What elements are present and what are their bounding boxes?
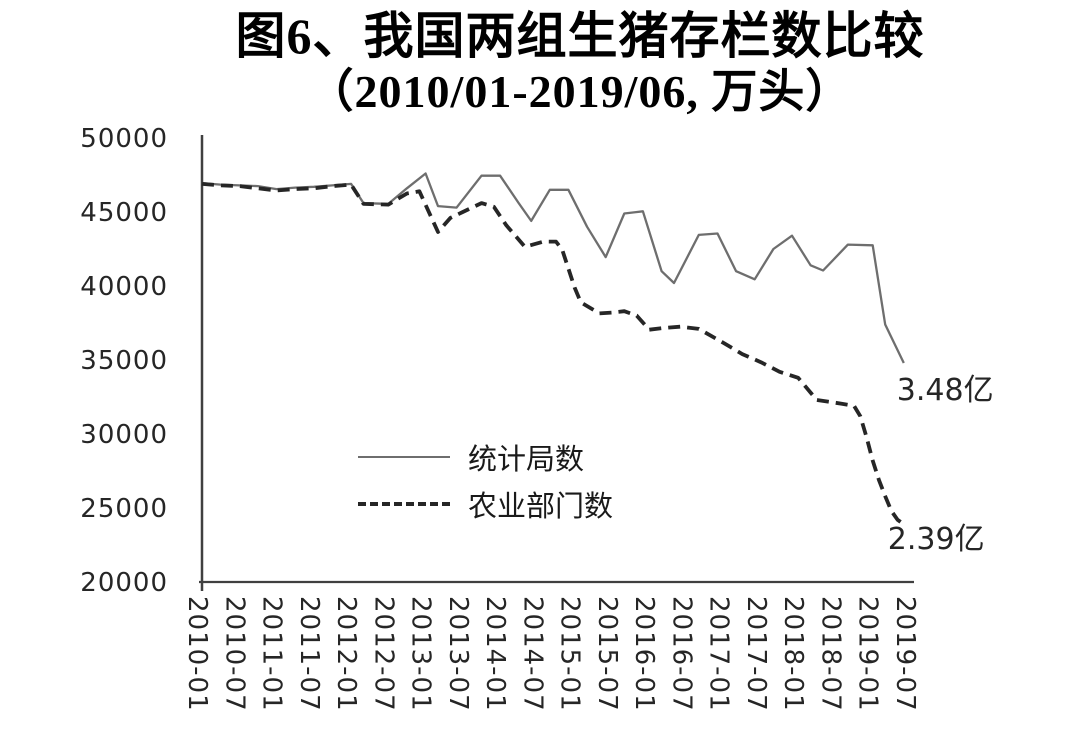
- x-axis-tick-label: 2014-07: [517, 596, 547, 712]
- y-axis-tick-label: 50000: [80, 124, 168, 154]
- x-axis-tick-label: 2015-07: [592, 596, 622, 712]
- y-axis-tick-label: 20000: [80, 568, 168, 598]
- legend-label-agriculture-dept: 农业部门数: [468, 490, 614, 523]
- x-axis-tick-label: 2010-01: [182, 596, 212, 712]
- x-axis-tick-label: 2019-01: [853, 596, 883, 712]
- chart-title-line1: 图6、我国两组生猪存栏数比较: [235, 8, 925, 64]
- y-axis-tick-label: 25000: [80, 494, 168, 524]
- x-axis-tick-label: 2010-07: [219, 596, 249, 712]
- legend-item-statistics-bureau: 统计局数: [358, 433, 613, 480]
- y-axis-tick-label: 40000: [80, 272, 168, 302]
- x-axis-tick-label: 2017-01: [704, 596, 734, 712]
- annotation-statistics-value: 3.48亿: [896, 372, 994, 408]
- annotation-agriculture-value: 2.39亿: [887, 522, 985, 558]
- x-axis-tick-label: 2014-01: [480, 596, 510, 712]
- x-axis-tick-label: 2018-07: [815, 596, 845, 712]
- legend-line-solid-sample: [358, 455, 450, 458]
- x-axis-tick-label: 2011-07: [294, 596, 324, 712]
- chart-title-line2: （2010/01-2019/06, 万头）: [307, 66, 853, 117]
- y-axis-tick-label: 35000: [80, 346, 168, 376]
- x-axis-tick-label: 2012-01: [331, 596, 361, 712]
- x-axis-tick-label: 2011-01: [257, 596, 287, 712]
- x-axis-tick-label: 2012-07: [368, 596, 398, 712]
- legend-label-statistics-bureau: 统计局数: [468, 443, 585, 476]
- x-axis-tick-label: 2019-07: [890, 596, 920, 712]
- legend: 统计局数 农业部门数: [358, 433, 613, 527]
- chart-title: 图6、我国两组生猪存栏数比较 （2010/01-2019/06, 万头）: [50, 6, 1080, 119]
- y-axis-tick-label: 30000: [80, 420, 168, 450]
- x-axis-tick-label: 2016-07: [666, 596, 696, 712]
- y-axis-tick-label: 45000: [80, 198, 168, 228]
- x-axis-tick-label: 2016-01: [629, 596, 659, 712]
- x-axis-tick-label: 2015-01: [555, 596, 585, 712]
- x-axis-tick-label: 2017-07: [741, 596, 771, 712]
- series-line-statistics-bureau: [201, 172, 905, 364]
- legend-item-agriculture-dept: 农业部门数: [358, 480, 613, 527]
- legend-line-dashed-sample: [358, 501, 450, 506]
- x-axis-tick-label: 2013-01: [406, 596, 436, 712]
- x-axis-tick-label: 2013-07: [443, 596, 473, 712]
- x-axis-tick-label: 2018-01: [778, 596, 808, 712]
